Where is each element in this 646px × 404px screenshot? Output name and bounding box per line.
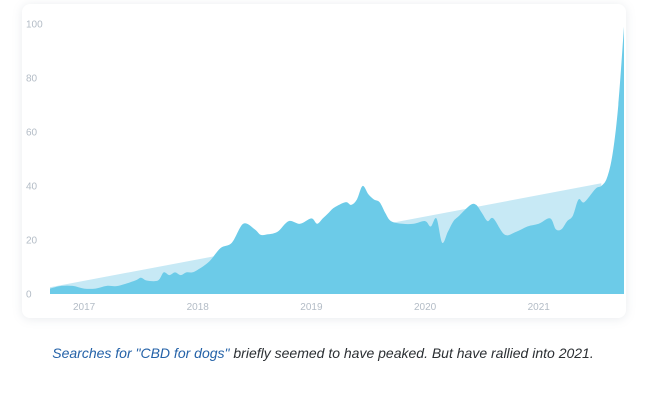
caption-text: briefly seemed to have peaked. But have … xyxy=(229,345,594,361)
x-tick-label: 2019 xyxy=(300,302,323,313)
series-area xyxy=(50,26,624,294)
y-tick-label: 0 xyxy=(26,290,32,301)
x-tick-label: 2020 xyxy=(414,302,437,313)
y-tick-label: 80 xyxy=(26,74,38,85)
y-tick-label: 40 xyxy=(26,182,38,193)
y-tick-label: 20 xyxy=(26,236,38,247)
search-interest-chart: 0 20 40 60 80 100 2017 2018 2019 2020 2021 xyxy=(26,20,624,313)
x-tick-label: 2017 xyxy=(73,302,96,313)
x-tick-label: 2018 xyxy=(187,302,210,313)
y-tick-label: 60 xyxy=(26,128,38,139)
y-tick-label: 100 xyxy=(26,20,43,31)
x-tick-label: 2021 xyxy=(528,302,551,313)
chart-caption: Searches for "CBD for dogs" briefly seem… xyxy=(20,340,626,366)
caption-highlight: Searches for "CBD for dogs" xyxy=(52,345,230,361)
chart-card: 0 20 40 60 80 100 2017 2018 2019 2020 2021 xyxy=(22,4,626,318)
